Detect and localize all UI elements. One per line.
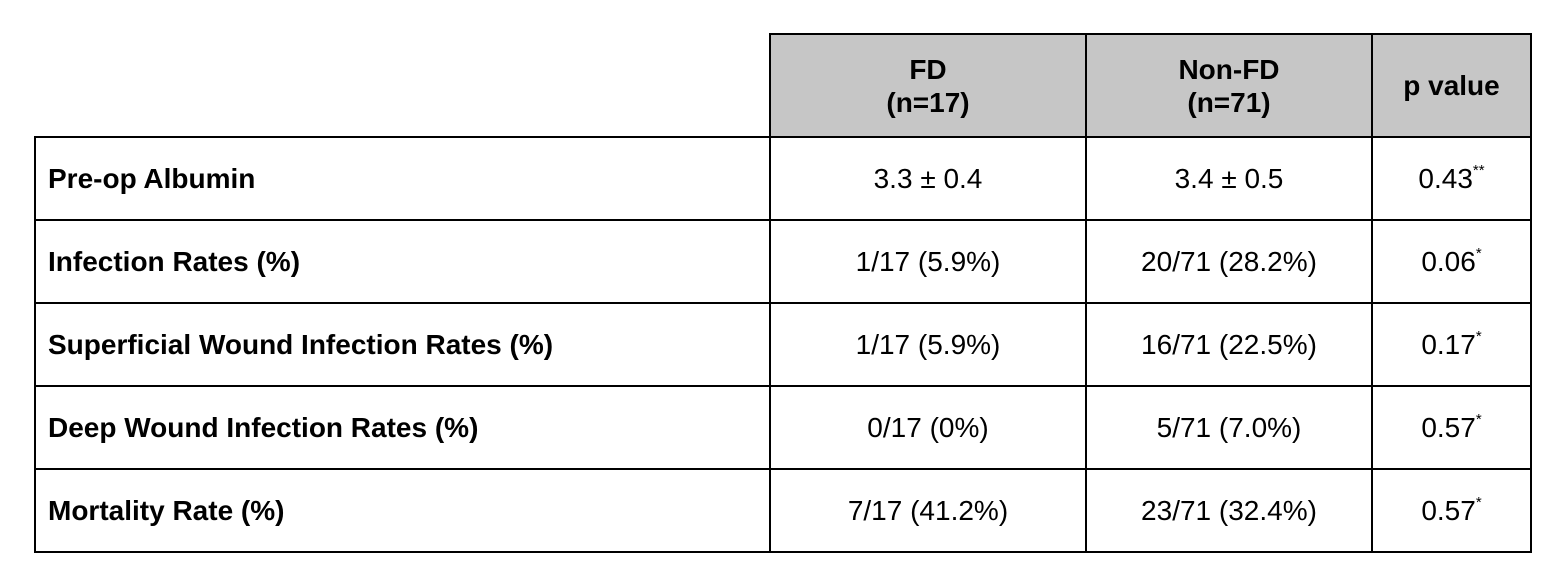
header-p-value: p value — [1371, 33, 1532, 138]
table-row: Deep Wound Infection Rates (%) 0/17 (0%)… — [34, 385, 1532, 470]
p-value: 0.17 — [1421, 328, 1476, 360]
header-non-fd-line1: Non-FD — [1178, 53, 1280, 85]
comparison-table: FD (n=17) Non-FD (n=71) p value Pre-op A… — [34, 33, 1532, 553]
row-label: Deep Wound Infection Rates (%) — [34, 385, 771, 470]
cell-non-fd: 20/71 (28.2%) — [1085, 219, 1373, 304]
header-row: FD (n=17) Non-FD (n=71) p value — [35, 33, 1532, 138]
cell-non-fd: 3.4 ± 0.5 — [1085, 136, 1373, 221]
cell-p-value: 0.57* — [1371, 468, 1532, 553]
header-non-fd: Non-FD (n=71) — [1085, 33, 1373, 138]
p-value: 0.06 — [1421, 245, 1476, 277]
cell-non-fd: 16/71 (22.5%) — [1085, 302, 1373, 387]
header-fd-line1: FD — [909, 53, 947, 85]
header-non-fd-line2: (n=71) — [1187, 86, 1271, 118]
cell-fd: 1/17 (5.9%) — [769, 302, 1087, 387]
cell-non-fd: 23/71 (32.4%) — [1085, 468, 1373, 553]
row-label: Pre-op Albumin — [34, 136, 771, 221]
significance-mark: * — [1475, 494, 1482, 512]
cell-p-value: 0.57* — [1371, 385, 1532, 470]
cell-non-fd: 5/71 (7.0%) — [1085, 385, 1373, 470]
table-row: Pre-op Albumin 3.3 ± 0.4 3.4 ± 0.5 0.43*… — [34, 136, 1532, 221]
significance-mark: * — [1475, 411, 1482, 429]
table-row: Mortality Rate (%) 7/17 (41.2%) 23/71 (3… — [34, 468, 1532, 553]
cell-fd: 0/17 (0%) — [769, 385, 1087, 470]
p-value: 0.43 — [1418, 162, 1473, 194]
cell-fd: 3.3 ± 0.4 — [769, 136, 1087, 221]
significance-mark: * — [1475, 245, 1482, 263]
cell-fd: 1/17 (5.9%) — [769, 219, 1087, 304]
table-row: Infection Rates (%) 1/17 (5.9%) 20/71 (2… — [34, 219, 1532, 304]
p-value: 0.57 — [1421, 494, 1476, 526]
row-label: Superficial Wound Infection Rates (%) — [34, 302, 771, 387]
p-value: 0.57 — [1421, 411, 1476, 443]
header-fd-line2: (n=17) — [886, 86, 970, 118]
cell-p-value: 0.06* — [1371, 219, 1532, 304]
cell-fd: 7/17 (41.2%) — [769, 468, 1087, 553]
significance-mark: * — [1475, 328, 1482, 346]
row-label: Infection Rates (%) — [34, 219, 771, 304]
cell-p-value: 0.43** — [1371, 136, 1532, 221]
row-label: Mortality Rate (%) — [34, 468, 771, 553]
header-p-value-label: p value — [1403, 70, 1500, 101]
cell-p-value: 0.17* — [1371, 302, 1532, 387]
header-corner — [35, 34, 770, 138]
header-fd: FD (n=17) — [769, 33, 1087, 138]
significance-mark: ** — [1472, 162, 1485, 180]
table-row: Superficial Wound Infection Rates (%) 1/… — [34, 302, 1532, 387]
